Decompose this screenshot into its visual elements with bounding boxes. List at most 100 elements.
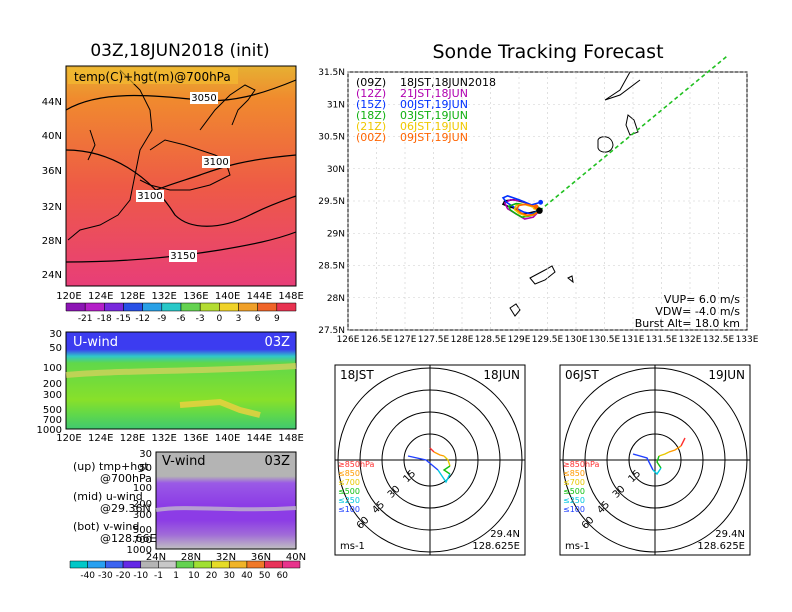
coastline-shape (87, 129, 96, 161)
hodo-unit: ms-1 (565, 541, 590, 552)
x-tick-label: 129E (508, 335, 531, 345)
info-bot-sub: @128.66E (100, 532, 156, 545)
lat-tick-label: 44N (42, 97, 62, 108)
hodo-level-legend: ≤500 (563, 487, 585, 496)
coastline-shape (509, 303, 521, 317)
colorbar-label: -3 (196, 314, 205, 324)
hodo-trace (658, 451, 670, 457)
track-end-marker (533, 204, 539, 210)
hodo-trace (443, 455, 451, 467)
panel-info-text: (up) tmp+hgt @700hPa (mid) u-wind @29.36… (73, 460, 156, 545)
legend-text: 06JST,19JUN (400, 120, 468, 133)
pressure-tick-label: 300 (43, 390, 62, 401)
colorbar-swatch (238, 302, 258, 312)
hodo-trace (656, 455, 662, 469)
pressure-tick-label: 500 (43, 405, 62, 416)
lon-tick-label: 124E (88, 433, 113, 444)
colorbar-swatch (104, 302, 124, 312)
track-series-line (515, 203, 540, 217)
coastline-shape (604, 71, 641, 101)
lon-tick-label: 128E (120, 291, 145, 302)
colorbar-label: 3 (236, 314, 242, 324)
lon-tick-label: 132E (151, 291, 176, 302)
y-tick-label: 28.5N (318, 262, 345, 272)
contour-label-bg (202, 156, 230, 168)
colorbar-label: -30 (98, 571, 113, 581)
hodo-level-legend: ≤100 (338, 505, 360, 514)
hodo-trace (429, 447, 435, 453)
colorbar-label: -9 (157, 314, 166, 324)
colorbar-label: 6 (255, 314, 261, 324)
x-tick-label: 131E (622, 335, 645, 345)
x-tick-label: 133E (736, 335, 759, 345)
colorbar-label: -1 (154, 571, 163, 581)
colorbar-swatch (219, 302, 239, 312)
legend-code: (09Z) (356, 76, 386, 89)
contour-label-bg (136, 190, 164, 202)
colorbar-swatch (211, 560, 230, 569)
colorbar-swatch (175, 560, 195, 569)
colorbar-label: 30 (224, 571, 236, 581)
hodo-trace (632, 453, 654, 471)
lon-tick-label: 148E (278, 291, 303, 302)
colorbar-swatch (140, 560, 159, 569)
lon-tick-label: 148E (278, 433, 303, 444)
legend-code: (12Z) (356, 87, 386, 100)
colorbar-swatch (246, 560, 265, 569)
pressure-tick-label: 200 (133, 499, 152, 510)
hodograph-left: 18JST 18JUN15304560≥850hPa≤850≤700≤500≤25… (334, 364, 526, 556)
lon-tick-label: 144E (247, 291, 272, 302)
lon-tick-label: 140E (215, 291, 240, 302)
colorbar-swatch (105, 560, 124, 569)
hodo-trace (680, 437, 686, 447)
legend-code: (18Z) (356, 109, 386, 122)
hodo-trace (668, 445, 682, 453)
contour-label: 3150 (170, 251, 195, 262)
coastline-shape (199, 84, 256, 131)
hodo-time: 18JST (340, 368, 374, 382)
hodo-level-legend: ≤700 (563, 478, 585, 487)
lon-tick-label: 128E (120, 433, 145, 444)
x-tick-label: 130E (565, 335, 588, 345)
coastline-shape (67, 69, 153, 241)
colorbar-swatch (199, 302, 220, 312)
hodo-unit: ms-1 (340, 541, 365, 552)
track-series-line (501, 194, 541, 215)
colorbar-swatch (257, 302, 278, 312)
contour-label-bg (190, 92, 218, 104)
y-tick-label: 31.5N (318, 68, 345, 78)
pressure-tick-label: 300 (133, 510, 152, 521)
main-title: Sonde Tracking Forecast (432, 41, 663, 63)
track-vup: VUP= 6.0 m/s (664, 293, 740, 306)
colorbar-label: -18 (97, 314, 112, 324)
pressure-tick-label: 1000 (37, 425, 62, 436)
x-tick-label: 128.5E (475, 335, 507, 345)
height-contour (65, 149, 297, 227)
lat-tick-label: 28N (42, 236, 62, 247)
u-wind-time: 03Z (265, 335, 291, 350)
lat-tick-label: 40N (42, 131, 62, 142)
colorbar-swatch (142, 302, 163, 312)
colorbar-swatch (228, 560, 248, 569)
legend-text: 09JST,19JUN (400, 131, 468, 144)
x-tick-label: 132.5E (703, 335, 735, 345)
launch-point-marker (536, 207, 543, 214)
track-vdw: VDW= -4.0 m/s (655, 305, 740, 318)
hodo-level-legend: ≥850hPa (338, 460, 375, 469)
colorbar-swatch (69, 560, 88, 569)
x-tick-label: 126.5E (361, 335, 393, 345)
left-panel-title: 03Z,18JUN2018 (init) (90, 41, 269, 61)
lon-tick-label: 124E (88, 291, 113, 302)
hodo-date: 19JUN (708, 368, 745, 382)
lat-tick-label: 28N (181, 552, 201, 563)
colorbar-label: 9 (274, 314, 280, 324)
y-tick-label: 31N (327, 100, 345, 110)
y-tick-label: 27.5N (318, 326, 345, 336)
x-tick-label: 130.5E (589, 335, 621, 345)
coastline-shape (597, 136, 614, 153)
x-tick-label: 128E (451, 335, 474, 345)
lon-tick-label: 132E (151, 433, 176, 444)
wind-contour (65, 363, 297, 378)
hodo-lat: 29.4N (715, 529, 745, 540)
y-tick-label: 29N (327, 229, 345, 239)
